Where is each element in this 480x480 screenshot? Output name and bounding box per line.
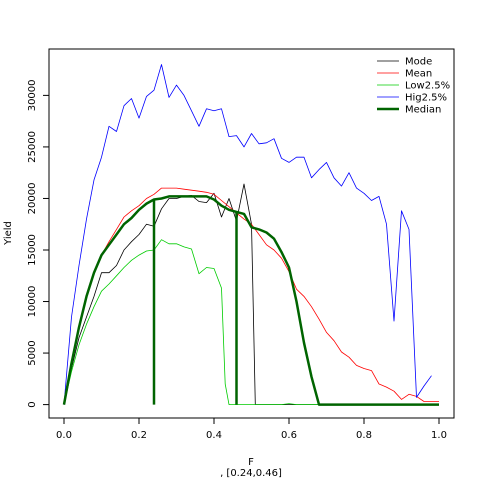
- y-tick-label: 0: [27, 401, 38, 407]
- x-tick-label: 0.8: [356, 430, 372, 441]
- x-tick-label: 0.6: [281, 430, 297, 441]
- legend-label: Mean: [405, 69, 432, 80]
- legend-label: Low2.5%: [405, 81, 450, 92]
- y-tick-label: 15000: [27, 234, 38, 266]
- series-layer: [62, 64, 439, 406]
- x-axis-title: F: [248, 457, 254, 468]
- legend-label: Mode: [405, 57, 432, 68]
- x-axis-subtitle: , [0.24,0.46]: [220, 468, 282, 479]
- y-tick-label: 25000: [27, 131, 38, 163]
- x-axis: 0.0 0.2 0.4 0.6 0.8 1.0: [56, 418, 447, 441]
- y-tick-label: 5000: [27, 340, 38, 365]
- x-tick-label: 0.0: [56, 430, 72, 441]
- plot-frame: [48, 48, 455, 419]
- legend-label: Median: [405, 105, 441, 116]
- series-line-hig2-5: [63, 64, 432, 405]
- legend-label: Hig2.5%: [405, 93, 447, 104]
- x-tick-label: 0.2: [131, 430, 147, 441]
- y-axis-title: Yield: [3, 221, 14, 246]
- y-tick-label: 10000: [27, 286, 38, 318]
- x-tick-label: 1.0: [431, 430, 447, 441]
- x-tick-label: 0.4: [206, 430, 222, 441]
- series-line-low2-5: [63, 239, 439, 405]
- series-line-mean: [63, 187, 439, 405]
- y-tick-label: 20000: [27, 183, 38, 215]
- y-axis: 0 5000 10000 15000 20000 25000 30000: [27, 79, 49, 408]
- series-line-mode: [63, 183, 439, 405]
- y-tick-label: 30000: [27, 79, 38, 111]
- series-line-median: [62, 195, 439, 406]
